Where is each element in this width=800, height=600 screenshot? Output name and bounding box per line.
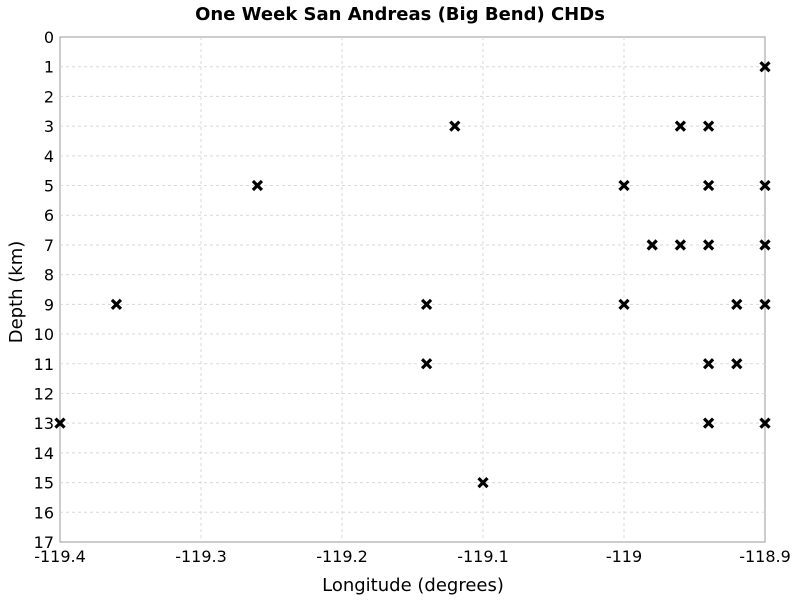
- y-tick-label: 16: [34, 503, 54, 522]
- data-point: [759, 239, 771, 251]
- data-point: [646, 239, 658, 251]
- y-tick-label: 1: [44, 58, 54, 77]
- data-point: [759, 179, 771, 192]
- data-point: [618, 179, 630, 192]
- x-axis-label: Longitude (degrees): [322, 575, 504, 596]
- data-point: [674, 120, 687, 132]
- data-point: [54, 417, 66, 429]
- data-point: [759, 417, 771, 429]
- x-tick-label: -119.2: [316, 547, 368, 566]
- data-point: [731, 298, 743, 310]
- y-tick-label: 11: [34, 355, 54, 374]
- y-tick-label: 13: [34, 414, 54, 433]
- y-tick-label: 12: [34, 384, 54, 403]
- data-point: [618, 298, 630, 310]
- data-point: [759, 61, 771, 73]
- data-point: [702, 358, 715, 370]
- chart-title: One Week San Andreas (Big Bend) CHDs: [195, 4, 605, 25]
- y-tick-label: 7: [44, 236, 54, 255]
- data-point: [420, 298, 433, 310]
- y-tick-label: 0: [44, 28, 54, 47]
- data-point: [702, 120, 715, 132]
- data-point: [449, 120, 461, 132]
- data-point: [477, 476, 489, 489]
- data-point: [759, 298, 771, 310]
- x-tick-label: -119.1: [457, 547, 509, 566]
- data-point: [702, 239, 715, 251]
- data-points: [54, 61, 771, 489]
- y-tick-label: 3: [44, 117, 54, 136]
- data-point: [702, 417, 715, 429]
- y-tick-label: 17: [34, 533, 54, 552]
- data-point: [110, 298, 123, 310]
- data-point: [731, 358, 743, 370]
- grid-lines: [60, 37, 765, 542]
- x-tick-label: -118.9: [739, 547, 791, 566]
- y-tick-label: 8: [44, 266, 54, 285]
- y-tick-label: 15: [34, 474, 54, 493]
- y-tick-label: 9: [44, 295, 54, 314]
- data-point: [702, 179, 715, 192]
- data-point: [251, 179, 264, 192]
- plot-area: [59, 36, 766, 543]
- y-axis-label: Depth (km): [6, 241, 27, 344]
- y-tick-label: 6: [44, 206, 54, 225]
- data-point: [420, 358, 433, 370]
- y-tick-label: 5: [44, 177, 54, 196]
- x-tick-label: -119.4: [34, 547, 86, 566]
- y-tick-label: 4: [44, 147, 54, 166]
- data-point: [674, 239, 687, 251]
- y-tick-label: 10: [34, 325, 54, 344]
- y-tick-label: 14: [34, 444, 54, 463]
- x-tick-labels: -119.4 -119.3 -119.2 -119.1 -119 -118.9: [34, 547, 791, 566]
- x-tick-label: -119.3: [175, 547, 227, 566]
- x-tick-label: -119: [606, 547, 642, 566]
- y-tick-label: 2: [44, 87, 54, 106]
